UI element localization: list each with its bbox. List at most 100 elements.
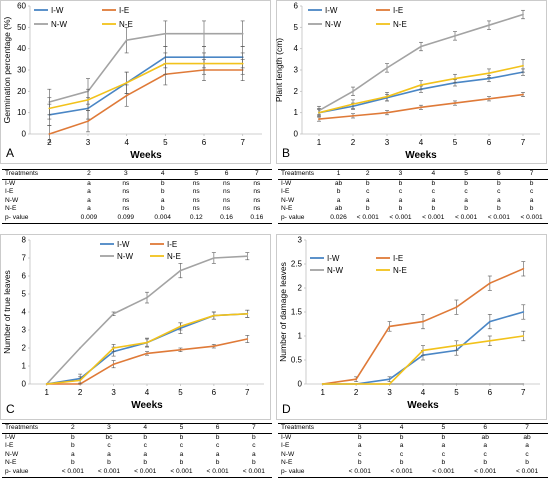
legend-label: I-E (393, 6, 403, 15)
table-cell: a (107, 450, 111, 458)
y-tick-label: 50 (17, 23, 26, 32)
y-tick-label: 4 (294, 44, 299, 53)
table-cell: c (143, 442, 147, 450)
data-point (420, 106, 422, 109)
table-cell: b (160, 179, 165, 187)
data-point (522, 311, 525, 313)
table-cell: b (496, 205, 501, 213)
legend-label: N-E (167, 252, 181, 261)
x-tick-label: 6 (488, 388, 493, 397)
x-tick-label: 1 (320, 388, 325, 397)
y-tick-label: 0 (22, 130, 27, 139)
data-point (79, 379, 82, 382)
table-header-week: 7 (254, 170, 259, 177)
series-line-n-w (49, 32, 243, 103)
table-row: I-E b c c c c c c (278, 188, 548, 197)
table-cell: c (179, 442, 184, 450)
table-cell: a (160, 196, 165, 204)
table-cell: b (441, 433, 446, 441)
x-tick-label: 7 (521, 138, 526, 147)
table-row-label: I-W (5, 433, 16, 441)
data-point (420, 45, 422, 48)
series-i-e (317, 92, 525, 122)
data-point (355, 383, 358, 385)
table-cell: ns (192, 196, 200, 204)
data-point (386, 111, 388, 114)
table-row: N-E b b b b b (278, 459, 548, 468)
table-cell: 0.099 (117, 213, 135, 221)
table-cell: b (70, 442, 75, 450)
table-row: I-E a a a a a (278, 442, 548, 451)
table-header-treatments: Treatments (281, 424, 315, 431)
table-row: I-W a ns b ns ns ns (2, 179, 272, 188)
series-n-e (47, 52, 245, 120)
data-point (212, 257, 215, 259)
table-cell: 0.16 (220, 213, 233, 221)
table-cell: a (357, 442, 362, 450)
table-b: Treatments 1 2 3 4 5 6 7 I-W ab b b b b b b I-E b c c c c c c N… (278, 169, 548, 224)
table-row-label: p- value (281, 213, 305, 221)
table-cell: < 0.001 (206, 467, 229, 475)
table-cell: a (365, 196, 370, 204)
table-row: p- value 0.026 < 0.001 < 0.001 < 0.001 < 0.00… (278, 213, 548, 224)
legend-label: N-W (327, 266, 343, 275)
series-i-e (47, 59, 245, 143)
table-row: N-W c c c c c (278, 451, 548, 460)
panel-letter: B (282, 146, 290, 160)
panel-letter: A (6, 146, 14, 160)
table-cell: b (336, 188, 341, 196)
table-cell: < 0.001 (61, 467, 84, 475)
table-cell: a (399, 442, 404, 450)
table-d-body: I-W b b b ab ab I-E a a a a a N-W c c c c c N-E b b b b b p- val… (278, 433, 548, 478)
y-tick-label: 4 (22, 308, 27, 317)
chart-panel-b: 0 1 2 3 4 5 6 1 2 3 4 5 6 7 Weeks Plant length (cm) B I-W… (274, 0, 548, 165)
table-row-label: I-E (5, 188, 14, 196)
y-axis-title: Number of true leaves (2, 270, 12, 354)
table-cell: b (431, 179, 436, 187)
table-cell: b (179, 433, 184, 441)
table-cell: b (252, 459, 256, 467)
data-point (455, 383, 458, 385)
data-point (146, 352, 148, 355)
table-cell: < 0.001 (454, 213, 478, 221)
legend-label: I-W (325, 6, 338, 15)
y-tick-label: 8 (22, 236, 27, 245)
table-cell: ns (253, 179, 261, 187)
table-cell: < 0.001 (389, 213, 412, 221)
table-row-label: N-W (5, 196, 19, 204)
table-cell: ns (192, 188, 200, 196)
table-cell: < 0.001 (134, 467, 157, 475)
table-cell: < 0.001 (432, 467, 455, 475)
legend-label: I-E (119, 6, 129, 15)
y-tick-label: 1 (22, 362, 27, 371)
data-point (241, 62, 244, 65)
table-cell: c (441, 450, 446, 458)
chart-frame (276, 0, 547, 164)
y-tick-label: 6 (294, 2, 299, 11)
data-point (386, 95, 388, 98)
data-point (48, 107, 51, 110)
table-cell: c (215, 442, 220, 450)
table-cell: b (398, 179, 403, 187)
table-row: N-W a a a a a a a (278, 197, 548, 206)
data-point (318, 111, 320, 114)
x-tick-label: 6 (212, 388, 217, 397)
x-tick-label: 2 (351, 138, 356, 147)
table-cell: ab (523, 433, 531, 441)
table-cell: b (215, 459, 220, 467)
data-point (455, 344, 458, 347)
table-cell: b (365, 179, 370, 187)
table-cell: b (215, 433, 220, 441)
table-header-week: 4 (399, 424, 404, 431)
table-row-label: I-W (281, 179, 292, 187)
panel-letter: D (282, 402, 291, 416)
data-point (388, 378, 391, 381)
data-point (352, 114, 354, 117)
data-point (386, 66, 388, 69)
table-cell: ns (223, 179, 230, 187)
data-point (146, 296, 148, 299)
data-point (522, 267, 525, 270)
data-point (352, 103, 354, 106)
data-point (87, 120, 89, 123)
chart-frame (0, 234, 271, 420)
